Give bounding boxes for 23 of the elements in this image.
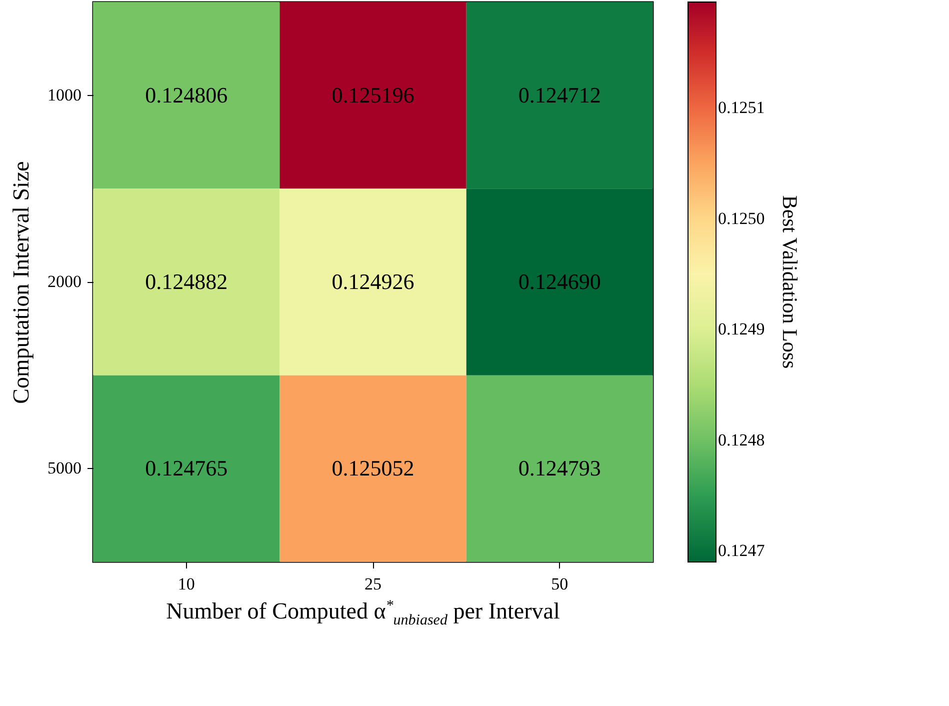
y-tick-label: 2000 <box>48 272 82 291</box>
y-tick-label: 1000 <box>48 85 82 104</box>
y-tick-label: 5000 <box>48 458 82 478</box>
x-tick-label: 25 <box>364 574 382 594</box>
data-label: 0.124882 <box>145 269 228 294</box>
color-bar-label: 0.1251 <box>718 98 765 118</box>
data-label: 0.124926 <box>332 269 414 294</box>
data-label: 0.125196 <box>332 82 414 108</box>
color-bar-title: Best Validation Loss <box>778 195 802 369</box>
data-label: 0.124806 <box>145 82 228 108</box>
x-tick-label: 10 <box>178 574 195 594</box>
x-axis-title: Number of Computed α$^{*}$$_{unbiased}$ per Interval <box>165 598 561 630</box>
x-tick-label: 50 <box>551 574 568 594</box>
data-label: 0.124712 <box>518 82 601 108</box>
data-label: 0.124765 <box>145 456 228 481</box>
data-label: 0.125052 <box>332 456 414 481</box>
y-axis-title: Computation Interval Size <box>8 161 34 404</box>
color-bar-label: 0.1247 <box>718 540 766 560</box>
data-label: 0.124690 <box>518 269 601 294</box>
color-bar-label: 0.1249 <box>718 320 765 339</box>
color-bar-label: 0.1248 <box>718 430 765 450</box>
color-bar-label: 0.1250 <box>718 208 765 228</box>
data-label: 0.124793 <box>518 456 601 481</box>
